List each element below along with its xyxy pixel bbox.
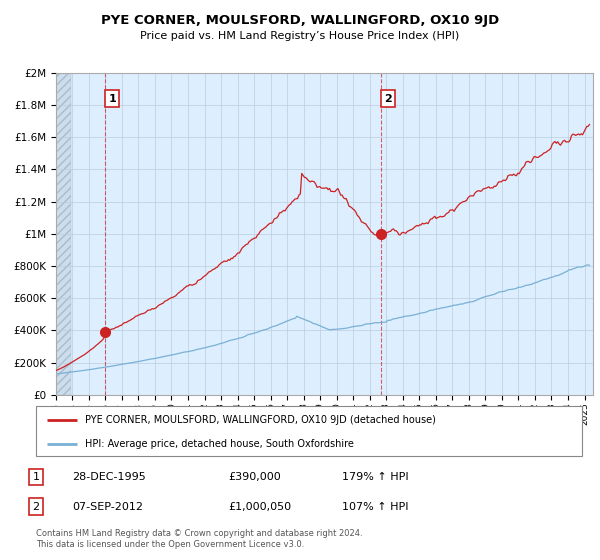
Text: £1,000,050: £1,000,050 bbox=[228, 502, 291, 512]
Text: PYE CORNER, MOULSFORD, WALLINGFORD, OX10 9JD: PYE CORNER, MOULSFORD, WALLINGFORD, OX10… bbox=[101, 14, 499, 27]
Text: 2: 2 bbox=[32, 502, 40, 512]
Text: 179% ↑ HPI: 179% ↑ HPI bbox=[342, 472, 409, 482]
Text: 28-DEC-1995: 28-DEC-1995 bbox=[72, 472, 146, 482]
Text: 107% ↑ HPI: 107% ↑ HPI bbox=[342, 502, 409, 512]
Text: Price paid vs. HM Land Registry’s House Price Index (HPI): Price paid vs. HM Land Registry’s House … bbox=[140, 31, 460, 41]
Text: 07-SEP-2012: 07-SEP-2012 bbox=[72, 502, 143, 512]
Text: Contains HM Land Registry data © Crown copyright and database right 2024.
This d: Contains HM Land Registry data © Crown c… bbox=[36, 529, 362, 549]
Text: PYE CORNER, MOULSFORD, WALLINGFORD, OX10 9JD (detached house): PYE CORNER, MOULSFORD, WALLINGFORD, OX10… bbox=[85, 414, 436, 424]
Text: HPI: Average price, detached house, South Oxfordshire: HPI: Average price, detached house, Sout… bbox=[85, 439, 354, 449]
Text: £390,000: £390,000 bbox=[228, 472, 281, 482]
Text: 2: 2 bbox=[384, 94, 392, 104]
Bar bbox=[56, 73, 71, 395]
Text: 1: 1 bbox=[109, 94, 116, 104]
Text: 1: 1 bbox=[32, 472, 40, 482]
